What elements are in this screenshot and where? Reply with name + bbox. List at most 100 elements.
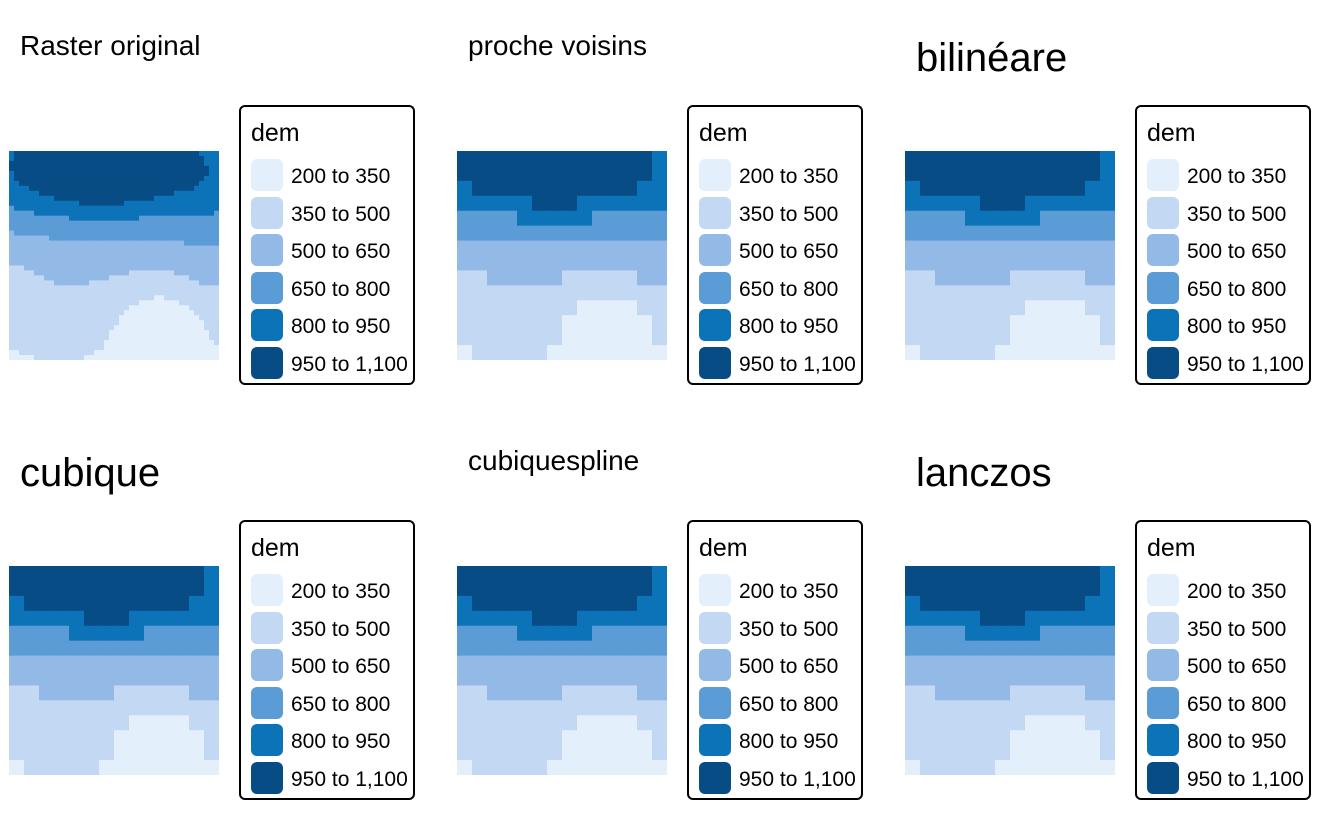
raster-cell [164,205,170,212]
raster-cell [114,285,120,291]
raster-cell [119,315,125,321]
raster-cell [577,345,593,360]
raster-cell [114,165,120,172]
raster-cell [164,295,170,301]
raster-cell [59,290,65,296]
raster-cell [44,290,50,296]
raster-cell [607,255,623,272]
raster-cell [69,255,75,262]
raster-cell [1040,685,1056,701]
raster-cell [194,305,200,311]
raster-cell [9,190,15,197]
raster-cell [129,305,135,311]
raster-cell [577,715,593,731]
raster-cell [622,240,638,257]
raster-cell [472,760,488,775]
raster-cell [24,715,40,731]
raster-cell [109,180,115,187]
raster-cell [637,670,653,687]
raster-cell [94,350,100,356]
legend-item: 350 to 500 [251,611,411,646]
raster-cell [84,295,90,301]
raster-cell [1040,566,1056,582]
raster-cell [159,230,165,237]
raster-cell [89,200,95,207]
raster-cell [109,260,115,267]
raster-cell [14,255,20,262]
raster-cell [104,210,110,217]
legend-label: 500 to 650 [1187,240,1287,263]
raster-cell [532,625,548,642]
raster-cell [149,155,155,162]
raster-cell [164,355,170,360]
raster-cell [84,300,90,306]
raster-cell [104,320,110,326]
raster-cell [592,195,608,212]
raster-cell [34,260,40,267]
raster-cell [119,245,125,252]
raster-cell [139,180,145,187]
raster-cell [209,165,215,172]
raster-cell [532,255,548,272]
raster-cell [79,320,85,326]
raster-cell [59,250,65,257]
raster-cell [9,745,25,761]
raster-cell [139,255,145,262]
raster-cell [154,250,160,257]
raster-cell [19,160,25,167]
raster-cell [622,345,638,360]
raster-cell [54,210,60,217]
raster-cell [69,185,75,192]
raster-cell [99,745,115,761]
raster-cell [89,345,95,351]
raster-cell [472,580,488,597]
raster-cell [54,305,60,311]
raster-cell [114,215,120,222]
raster-cell [69,200,75,207]
raster-cell [487,610,503,627]
raster-cell [144,275,150,281]
raster-cell [980,165,996,182]
raster-cell [502,180,518,197]
raster-cell [154,255,160,262]
raster-cell [99,685,115,701]
raster-cell [1010,165,1026,182]
raster-cell [19,330,25,336]
raster-cell [69,640,85,657]
raster-cell [79,350,85,356]
raster-cell [29,225,35,232]
raster-cell [502,255,518,272]
raster-cell [84,715,100,731]
raster-cell [114,185,120,192]
raster-cell [29,345,35,351]
raster-cell [1025,700,1041,716]
raster-cell [29,270,35,277]
raster-cell [69,205,75,212]
raster-cell [547,670,563,687]
raster-cell [144,595,160,612]
raster-cell [487,315,503,331]
raster-cell [502,625,518,642]
raster-cell [214,320,219,326]
legend-title: dem [1147,534,1196,562]
raster-cell [39,270,45,277]
raster-cell [164,315,170,321]
raster-cell [209,245,215,252]
raster-cell [84,355,90,360]
raster-cell [1040,225,1056,242]
raster-cell [174,315,180,321]
raster-cell [577,760,593,775]
raster-cell [189,566,205,582]
raster-cell [39,285,45,291]
raster-cell [214,350,219,356]
raster-cell [1085,685,1101,701]
legend-label: 200 to 350 [291,165,391,188]
raster-cell [49,300,55,306]
raster-cell [69,160,75,167]
raster-cell [169,155,175,162]
raster-cell [29,295,35,301]
raster-cell [652,715,667,731]
raster-cell [189,205,195,212]
raster-cell [592,330,608,346]
raster-cell [109,325,115,331]
